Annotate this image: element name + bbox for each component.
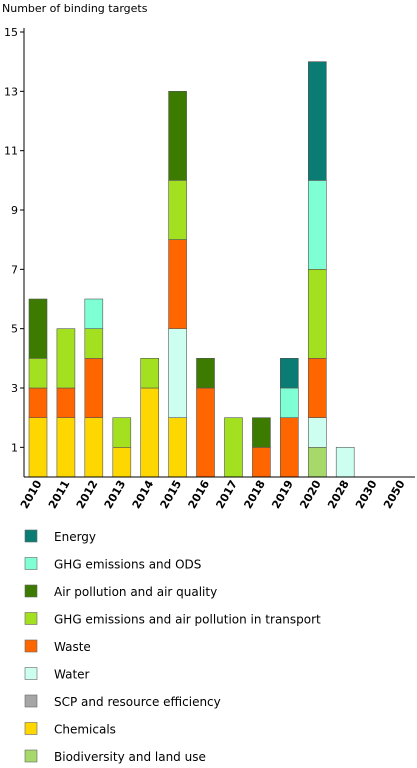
legend-swatch [24, 557, 38, 570]
bar-segment-2019 [279, 357, 299, 389]
x-tick-label: 2019 [269, 478, 296, 511]
y-tick-label: 1 [11, 441, 18, 454]
bar-segment-2011 [56, 417, 76, 478]
bar-segment-2020 [307, 180, 327, 270]
bar-segment-2014 [140, 387, 159, 478]
legend: Energy GHG emissions and ODS Air pollution… [24, 529, 321, 764]
y-axis-title: Number of binding targets [2, 2, 148, 15]
bar-segment-2010 [28, 298, 48, 359]
bar-segment-2018 [252, 417, 271, 448]
legend-label: SCP and resource efficiency [54, 695, 221, 709]
y-tick-label: 15 [4, 26, 18, 39]
y-tick-label: 13 [4, 85, 18, 98]
axes-group [23, 28, 415, 478]
x-tick-label: 2014 [130, 478, 157, 511]
legend-swatch [24, 584, 38, 598]
bar-segment-2012 [84, 328, 104, 359]
bar-segment-2020 [307, 417, 327, 448]
bar-segment-2015 [168, 417, 187, 478]
legend-label: Water [54, 668, 90, 682]
y-tick-label: 5 [11, 323, 18, 336]
y-tick-label: 11 [4, 145, 18, 158]
bar-segment-2020 [307, 446, 327, 478]
legend-swatch [24, 749, 38, 763]
x-tick-label: 2013 [102, 478, 129, 511]
x-tick-label: 2018 [241, 478, 268, 511]
legend-label: Waste [54, 640, 91, 654]
y-tick-label: 3 [11, 382, 18, 395]
legend-label: Air pollution and air quality [54, 585, 217, 599]
x-tick-label: 2017 [213, 478, 240, 511]
bar-segment-2018 [252, 446, 271, 478]
bar-segment-2013 [112, 446, 132, 478]
x-tick-label: 2020 [297, 478, 324, 511]
legend-swatch [24, 667, 38, 680]
legend-label: GHG emissions and air pollution in trans… [54, 613, 321, 627]
x-tick-label: 2012 [74, 478, 101, 511]
bar-segment-2011 [56, 328, 76, 389]
bar-segment-2015 [168, 180, 187, 240]
bar-segment-2019 [279, 387, 299, 419]
legend-swatch [24, 639, 38, 653]
x-axis-labels: 2010 2011 2012 2013 2014 2015 2016 2017 2018 2019… [18, 478, 408, 511]
legend-swatch [24, 722, 38, 735]
bar-segment-2012 [84, 357, 104, 418]
bar-segment-2019 [279, 417, 299, 478]
bar-segment-2012 [84, 417, 104, 478]
y-tick-label: 9 [11, 204, 18, 217]
x-tick-label: 2015 [158, 478, 185, 511]
bar-segment-2016 [196, 387, 215, 478]
legend-label: GHG emissions and ODS [54, 558, 201, 572]
bar-segment-2017 [224, 417, 243, 478]
x-tick-label: 2050 [381, 478, 408, 511]
legend-label: Chemicals [54, 723, 116, 737]
bars-group [28, 61, 355, 478]
x-tick-label: 2010 [18, 478, 45, 511]
bar-segment-2028 [335, 446, 355, 478]
bar-segment-2020 [307, 61, 327, 181]
bar-segment-2010 [28, 417, 48, 478]
bar-segment-2010 [28, 357, 48, 389]
bar-segment-2013 [112, 417, 132, 448]
x-tick-label: 2030 [353, 478, 380, 511]
bar-segment-2016 [196, 357, 215, 389]
legend-swatch [24, 529, 38, 543]
legend-swatch [24, 612, 38, 625]
bar-segment-2014 [140, 357, 159, 389]
bar-segment-2015 [168, 328, 187, 419]
legend-swatch [24, 694, 38, 708]
bar-segment-2015 [168, 239, 187, 329]
bar-segment-2020 [307, 357, 327, 418]
bar-segment-2020 [307, 268, 327, 359]
bar-segment-2012 [84, 298, 104, 330]
bar-segment-2011 [56, 387, 76, 419]
bar-segment-2015 [168, 91, 187, 181]
legend-label: Energy [54, 530, 96, 544]
x-tick-label: 2011 [46, 478, 73, 511]
x-tick-label: 2016 [186, 478, 213, 511]
legend-label: Biodiversity and land use [54, 750, 206, 764]
bar-segment-2010 [28, 387, 48, 419]
x-tick-label: 2028 [325, 478, 352, 511]
y-tick-label: 7 [11, 263, 18, 276]
